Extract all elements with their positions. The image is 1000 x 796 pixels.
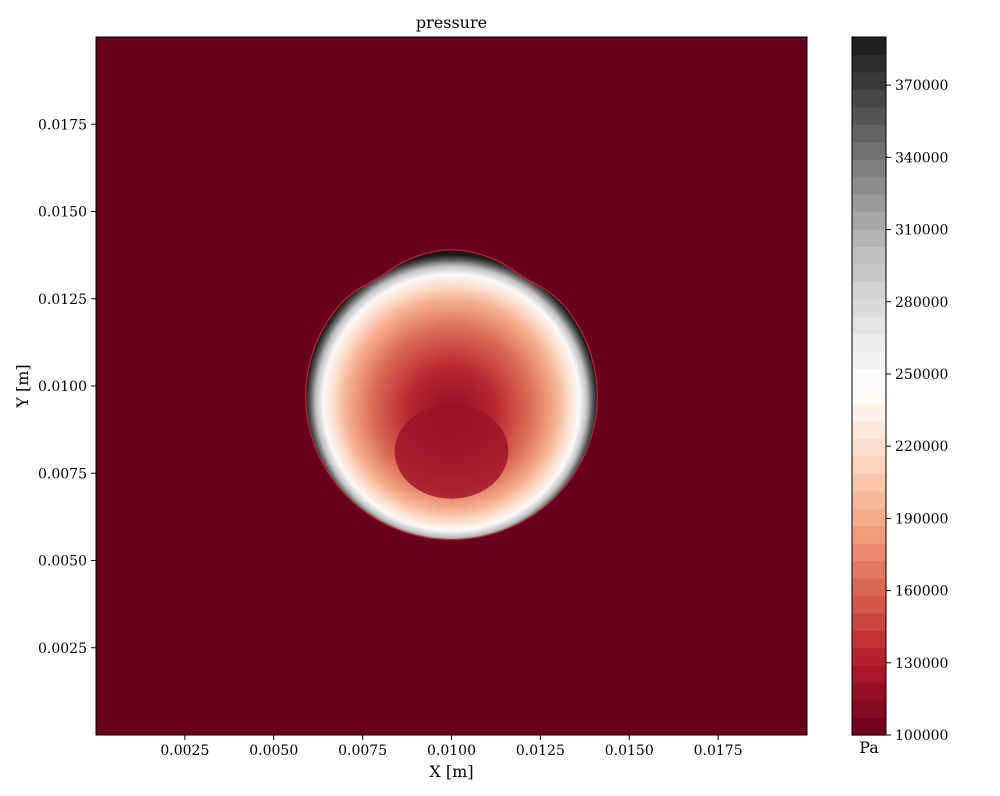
colorbar-level	[852, 316, 886, 335]
colorbar-tick-label: 370000	[895, 78, 948, 94]
plot-area	[96, 37, 807, 735]
colorbar-level	[852, 228, 886, 247]
colorbar-level	[852, 717, 886, 736]
colorbar-level	[852, 333, 886, 352]
colorbar-level	[852, 281, 886, 300]
colorbar-level	[852, 37, 886, 56]
y-tick-label: 0.0050	[38, 554, 87, 570]
colorbar-level	[852, 263, 886, 282]
x-tick-label: 0.0125	[516, 743, 565, 759]
x-tick-label: 0.0150	[605, 743, 654, 759]
colorbar-level	[852, 194, 886, 213]
y-axis: 0.0025 0.0050 0.0075 0.0100 0.0125 0.0150 0.01…	[38, 117, 96, 657]
colorbar-level	[852, 525, 886, 544]
colorbar-tick-label: 280000	[895, 295, 948, 311]
colorbar-tick-label: 220000	[895, 439, 948, 455]
colorbar-level	[852, 560, 886, 579]
colorbar-level	[852, 682, 886, 701]
colorbar-level	[852, 700, 886, 719]
y-tick-label: 0.0075	[38, 466, 87, 482]
colorbar-level	[852, 647, 886, 666]
colorbar-level	[852, 71, 886, 90]
colorbar-level	[852, 543, 886, 562]
x-tick-label: 0.0025	[160, 743, 209, 759]
colorbar-level	[852, 665, 886, 684]
x-axis: 0.0025 0.0050 0.0075 0.0100 0.0125 0.0150 0.01…	[160, 735, 743, 759]
colorbar-level	[852, 386, 886, 405]
y-axis-label: Y [m]	[13, 364, 32, 408]
colorbar-level	[852, 89, 886, 108]
x-tick-label: 0.0175	[694, 743, 743, 759]
colorbar-level	[852, 612, 886, 631]
colorbar-level	[852, 455, 886, 474]
colorbar: 100000 130000 160000 190000 220000 250000 2800…	[851, 36, 948, 744]
colorbar-level	[852, 403, 886, 422]
chart-title: pressure	[416, 13, 487, 32]
colorbar-level	[852, 54, 886, 73]
colorbar-tick-label: 190000	[895, 511, 948, 527]
colorbar-frame	[851, 36, 887, 736]
x-axis-label: X [m]	[429, 762, 473, 781]
colorbar-level	[852, 159, 886, 178]
colorbar-level	[852, 473, 886, 492]
colorbar-tick-label: 160000	[895, 584, 948, 600]
y-tick-label: 0.0175	[38, 117, 87, 133]
colorbar-tick-label: 310000	[895, 223, 948, 239]
colorbar-level	[852, 595, 886, 614]
colorbar-level	[852, 438, 886, 457]
colorbar-level	[852, 106, 886, 125]
x-tick-label: 0.0075	[338, 743, 387, 759]
x-tick-label: 0.0100	[427, 743, 476, 759]
x-tick-label: 0.0050	[249, 743, 298, 759]
colorbar-level	[852, 508, 886, 527]
colorbar-level	[852, 368, 886, 387]
y-tick-label: 0.0025	[38, 641, 87, 657]
colorbar-level	[852, 577, 886, 596]
pressure-interior-core	[394, 404, 509, 499]
colorbar-level	[852, 211, 886, 230]
colorbar-level	[852, 298, 886, 317]
colorbar-level	[852, 420, 886, 439]
y-tick-label: 0.0100	[38, 379, 87, 395]
colorbar-tick-label: 130000	[895, 656, 948, 672]
colorbar-level	[852, 630, 886, 649]
colorbar-level	[852, 124, 886, 143]
y-tick-label: 0.0150	[38, 205, 87, 221]
colorbar-level	[852, 246, 886, 265]
colorbar-level	[852, 141, 886, 160]
colorbar-tick-label: 100000	[895, 728, 948, 744]
colorbar-level	[852, 176, 886, 195]
pressure-wave-front	[305, 249, 598, 541]
colorbar-level	[852, 490, 886, 509]
colorbar-label: Pa	[859, 738, 879, 757]
colorbar-tick-label: 250000	[895, 367, 948, 383]
colorbar-level	[852, 351, 886, 370]
colorbar-tick-label: 340000	[895, 150, 948, 166]
y-tick-label: 0.0125	[38, 292, 87, 308]
